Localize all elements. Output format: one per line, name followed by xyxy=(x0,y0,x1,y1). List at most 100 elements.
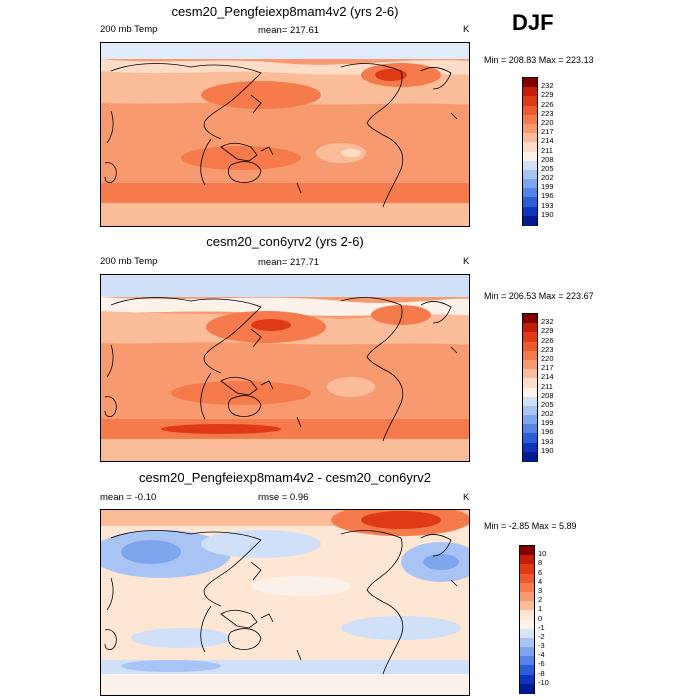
colorbar-label: 226 xyxy=(541,99,554,109)
colorbar-swatch xyxy=(523,378,537,388)
colorbar-swatch xyxy=(523,415,537,425)
panel3-field-south-core xyxy=(121,660,221,672)
colorbar-label: -10 xyxy=(538,677,549,687)
panel3-coastlines xyxy=(104,530,458,675)
colorbar-swatch xyxy=(520,656,534,666)
panel2-mean-label: mean= 217.71 xyxy=(258,257,320,268)
colorbar-swatch xyxy=(523,341,537,352)
panel1-variable-label: 200 mb Temp xyxy=(100,24,158,35)
panel2-field-south-band xyxy=(101,419,469,439)
colorbar-swatch xyxy=(523,123,537,134)
panel3-mean-label: mean = -0.10 xyxy=(100,492,157,503)
colorbar-label: 199 xyxy=(541,418,554,428)
panel3-minmax-label: Min = -2.85 Max = 5.89 xyxy=(484,521,577,531)
colorbar-label: 232 xyxy=(541,81,554,91)
colorbar-label: 190 xyxy=(541,209,554,219)
colorbar-swatch xyxy=(520,683,534,694)
panel1-colorbar xyxy=(522,77,538,226)
colorbar-label: -8 xyxy=(538,668,545,678)
colorbar-label: -6 xyxy=(538,659,545,669)
panel3-title: cesm20_Pengfeiexp8mam4v2 - cesm20_con6yr… xyxy=(139,470,431,485)
colorbar-swatch xyxy=(520,546,534,556)
colorbar-swatch xyxy=(520,555,534,565)
panel3-field-tropical-neutral xyxy=(251,576,351,596)
panel1-map xyxy=(100,42,470,227)
colorbar-swatch xyxy=(523,114,537,125)
colorbar-swatch xyxy=(520,601,534,611)
colorbar-label: 202 xyxy=(541,173,554,183)
panel2-units-label: K xyxy=(463,256,470,267)
colorbar-label: 229 xyxy=(541,90,554,100)
colorbar-label: -4 xyxy=(538,650,545,660)
colorbar-swatch xyxy=(523,87,537,97)
panel3-field-eurasia-cold-core xyxy=(121,540,181,564)
colorbar-swatch xyxy=(520,637,534,648)
panel2-field-warm-core xyxy=(251,319,291,331)
colorbar-swatch xyxy=(523,451,537,462)
colorbar-swatch xyxy=(523,96,537,107)
panel3-field-greenland-core xyxy=(361,511,441,529)
colorbar-label: 8 xyxy=(538,558,543,568)
panel2-map xyxy=(100,274,470,462)
colorbar-label: 214 xyxy=(541,136,554,146)
colorbar-swatch xyxy=(523,160,537,171)
colorbar-label: 211 xyxy=(541,145,553,155)
colorbar-label: 214 xyxy=(541,372,554,382)
colorbar-label: 3 xyxy=(538,585,543,595)
colorbar-swatch xyxy=(523,433,537,444)
panel2-field-arctic-band xyxy=(101,275,469,297)
panel1-field-south-warm xyxy=(181,146,301,170)
colorbar-label: -2 xyxy=(538,631,545,641)
colorbar-swatch xyxy=(520,564,534,575)
colorbar-swatch xyxy=(520,665,534,676)
colorbar-swatch xyxy=(523,142,537,152)
colorbar-label: 193 xyxy=(541,436,554,446)
colorbar-label: 205 xyxy=(541,163,554,173)
panel3-field-indian-cool xyxy=(131,628,231,648)
panel1-title: cesm20_Pengfeiexp8mam4v2 (yrs 2-6) xyxy=(171,4,399,19)
panel2-colorbar xyxy=(522,313,538,462)
colorbar-label: 223 xyxy=(541,344,554,354)
colorbar-label: 196 xyxy=(541,427,554,437)
colorbar-swatch xyxy=(523,424,537,434)
colorbar-label: 199 xyxy=(541,182,554,192)
colorbar-swatch xyxy=(520,610,534,620)
panel2-field-south-core xyxy=(161,424,281,434)
colorbar-label: 208 xyxy=(541,154,554,164)
panel2-minmax-label: Min = 206.53 Max = 223.67 xyxy=(484,291,594,301)
panel3-map xyxy=(100,509,470,696)
colorbar-label: 1 xyxy=(538,604,543,614)
colorbar-label: 229 xyxy=(541,326,554,336)
colorbar-swatch xyxy=(520,591,534,602)
colorbar-swatch xyxy=(523,405,537,416)
colorbar-swatch xyxy=(523,133,537,143)
panel3-field-south-cool xyxy=(341,616,461,640)
colorbar-label: 226 xyxy=(541,335,554,345)
colorbar-swatch xyxy=(523,105,537,116)
colorbar-swatch xyxy=(523,359,537,370)
panel3-rmse-label: rmse = 0.96 xyxy=(258,492,309,503)
panel3-units-label: K xyxy=(463,492,470,503)
colorbar-swatch xyxy=(523,188,537,198)
panel2-field-south-warm xyxy=(171,381,311,405)
colorbar-swatch xyxy=(520,573,534,584)
colorbar-swatch xyxy=(523,350,537,361)
panel1-field-arctic-band xyxy=(101,43,469,59)
colorbar-label: 205 xyxy=(541,399,554,409)
panel3-field-antarctic xyxy=(101,674,469,695)
colorbar-swatch xyxy=(523,387,537,398)
panel1-field-south-band xyxy=(101,183,469,203)
colorbar-label: 202 xyxy=(541,409,554,419)
colorbar-label: 6 xyxy=(538,567,543,577)
panel1-field-jet-asia xyxy=(201,81,321,109)
colorbar-label: 193 xyxy=(541,200,554,210)
colorbar-label: 220 xyxy=(541,353,554,363)
panel1-units-label: K xyxy=(463,24,470,35)
panel3-colorbar xyxy=(519,545,535,694)
panel2-coastlines xyxy=(104,297,458,442)
colorbar-label: 211 xyxy=(541,381,553,391)
colorbar-swatch xyxy=(520,619,534,630)
panel3-field-atlantic-core xyxy=(423,554,459,570)
colorbar-label: 196 xyxy=(541,191,554,201)
panel1-field-antarctic xyxy=(101,203,469,226)
